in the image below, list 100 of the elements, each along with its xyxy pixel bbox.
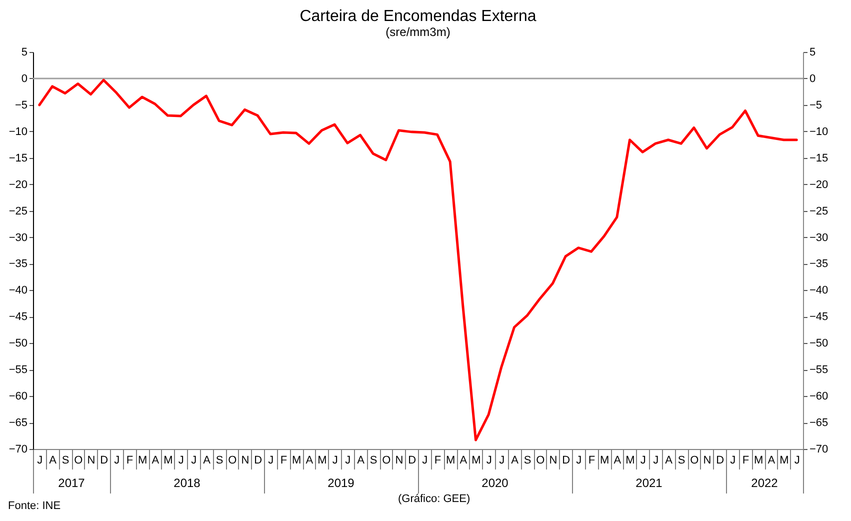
x-tick-label: A <box>357 454 366 466</box>
line-series <box>38 78 798 442</box>
x-tick-label: J <box>576 454 582 466</box>
chart-subtitle: (sre/mm3m) <box>386 25 450 39</box>
x-tick-label: N <box>241 454 250 466</box>
text: 2018 <box>174 476 201 490</box>
y2-tick-label: 0 <box>810 72 816 85</box>
text: (Gráfico: GEE) <box>398 493 470 505</box>
y-tick-label: −70 <box>8 444 28 456</box>
x-tick-label: M <box>754 454 764 466</box>
x-tick-label: D <box>716 454 724 466</box>
x-tick-label: J <box>114 454 120 466</box>
y2-tick-label: −65 <box>810 417 828 430</box>
x-tick-label: F <box>280 454 288 466</box>
x-tick-label: O <box>74 454 84 466</box>
y-tick-label: −60 <box>8 390 28 403</box>
text: 2020 <box>482 476 509 490</box>
x-tick-label: J <box>640 454 646 466</box>
x-tick-label: O <box>228 454 238 466</box>
x-tick-label: J <box>191 454 197 466</box>
x-tick-label: S <box>370 454 378 466</box>
x-tick-label: S <box>216 454 224 466</box>
y2-tick-label: −60 <box>810 390 828 403</box>
x-tick-label: D <box>254 454 262 466</box>
y2-tick-label: −70 <box>810 444 828 456</box>
x-tick-label: M <box>600 454 610 466</box>
x-tick-label: M <box>626 454 635 466</box>
y2-tick-label: 5 <box>810 46 816 58</box>
x-tick-label: A <box>511 454 520 466</box>
y2-tick-label: −20 <box>810 178 828 191</box>
x-tick-label: J <box>178 454 184 466</box>
x-tick-label: J <box>37 454 43 466</box>
x-tick-label: F <box>126 454 134 466</box>
chart-title: Carteira de Encomendas Externa <box>300 8 536 25</box>
x-tick-label: M <box>138 454 148 466</box>
x-tick-label: S <box>524 454 532 466</box>
x-tick-label: M <box>780 454 789 466</box>
x-tick-label: J <box>486 454 492 466</box>
y2-tick-label: −15 <box>810 152 828 164</box>
text: 2021 <box>636 476 663 490</box>
source-note: Fonte: INE <box>8 500 61 512</box>
y2-tick-label: −10 <box>810 126 828 138</box>
x-tick-label: S <box>62 454 70 466</box>
y-tick-label: −35 <box>8 258 28 270</box>
y-tick-label: −40 <box>8 284 28 297</box>
x-tick-label: J <box>345 454 351 466</box>
y-tick-label: −65 <box>8 417 28 430</box>
y2-tick-label: −5 <box>810 99 822 112</box>
text: 2022 <box>751 476 778 490</box>
x-tick-label: S <box>678 454 686 466</box>
x-tick-label: A <box>460 454 468 466</box>
x-tick-label: M <box>472 454 481 466</box>
x-tick-label: A <box>614 454 622 466</box>
x-tick-label: O <box>690 454 700 466</box>
x-tick-label: A <box>665 454 674 466</box>
y2-tick-label: −30 <box>810 232 828 244</box>
y-tick-label: −25 <box>8 205 28 218</box>
x-tick-label: J <box>499 454 505 466</box>
x-tick-label: J <box>653 454 659 466</box>
x-tick-label: M <box>292 454 302 466</box>
y-tick-label: −30 <box>8 232 28 244</box>
x-tick-label: A <box>768 454 776 466</box>
y-tick-label: −55 <box>8 364 28 376</box>
x-tick-label: N <box>549 454 558 466</box>
text: 2019 <box>328 476 355 490</box>
x-tick-label: J <box>268 454 274 466</box>
x-tick-label: O <box>382 454 392 466</box>
x-tick-label: M <box>164 454 173 466</box>
x-tick-label: N <box>395 454 404 466</box>
y2-tick-label: −45 <box>810 311 828 324</box>
x-tick-label: D <box>408 454 416 466</box>
x-tick-label: J <box>730 454 736 466</box>
y2-tick-label: −55 <box>810 364 828 376</box>
y2-tick-label: −40 <box>810 284 828 297</box>
x-tick-label: N <box>703 454 712 466</box>
x-tick-label: N <box>87 454 96 466</box>
y-tick-label: −10 <box>8 126 28 138</box>
x-tick-label: A <box>306 454 314 466</box>
x-tick-label: J <box>422 454 428 466</box>
y-tick-label: 5 <box>21 46 28 58</box>
x-tick-label: F <box>434 454 442 466</box>
y2-tick-label: −50 <box>810 338 828 350</box>
x-tick-label: A <box>49 454 58 466</box>
x-tick-label: A <box>152 454 160 466</box>
x-tick-label: A <box>203 454 212 466</box>
x-tick-label: D <box>562 454 570 466</box>
x-tick-label: F <box>742 454 750 466</box>
y-tick-label: 0 <box>21 72 28 85</box>
y-tick-label: −5 <box>14 99 28 112</box>
x-tick-label: F <box>588 454 596 466</box>
x-tick-label: M <box>318 454 327 466</box>
x-tick-label: J <box>332 454 338 466</box>
y-tick-label: −15 <box>8 152 28 164</box>
y2-tick-label: −35 <box>810 258 828 270</box>
y-tick-label: −45 <box>8 311 28 324</box>
y-tick-label: −20 <box>8 178 28 191</box>
y2-tick-label: −25 <box>810 205 828 218</box>
y-tick-label: −50 <box>8 338 28 350</box>
x-tick-label: D <box>100 454 108 466</box>
x-tick-label: J <box>794 454 800 466</box>
